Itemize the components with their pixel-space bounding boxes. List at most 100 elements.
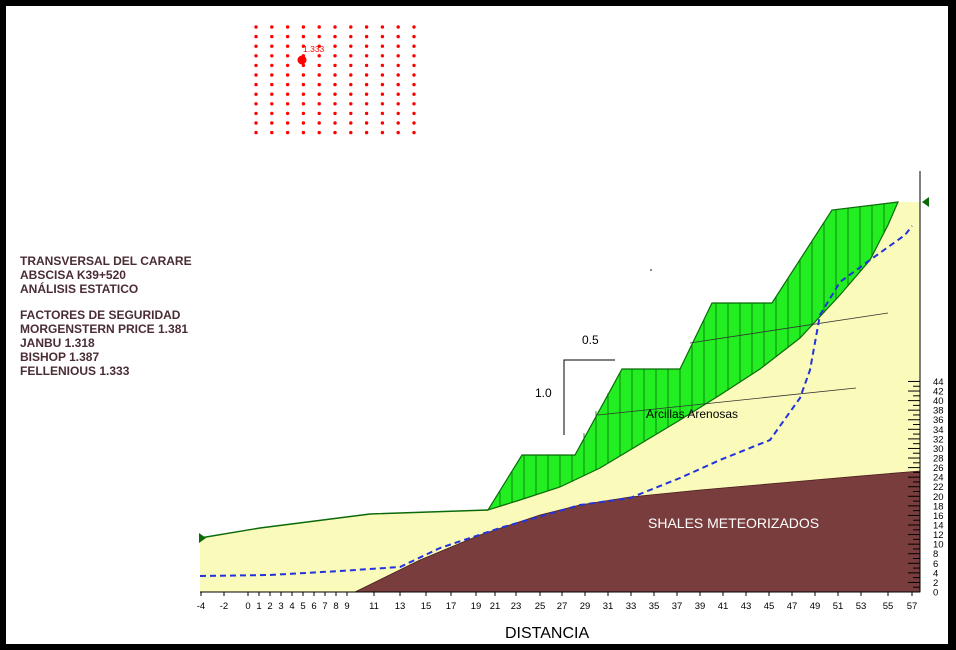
search-center-dot [301, 82, 306, 87]
search-center-dot [270, 92, 274, 96]
x-tick-label: 3 [278, 601, 283, 612]
search-center-dot [270, 82, 274, 87]
search-center-dot [317, 54, 321, 58]
search-center-dot [396, 102, 400, 106]
search-center-dot [285, 44, 290, 48]
search-center-dot [270, 130, 274, 135]
x-tick-label: -2 [220, 601, 228, 612]
search-center-dot [333, 63, 337, 68]
search-center-dot [396, 130, 400, 135]
search-center-dot [364, 63, 369, 68]
slice-lines [499, 204, 885, 506]
search-center-dot [396, 25, 400, 29]
search-center-dot [285, 130, 290, 135]
search-center-dot [333, 102, 337, 106]
x-tick-label: 19 [471, 601, 482, 612]
search-center-dot [396, 121, 400, 125]
search-center-dot [380, 73, 385, 77]
search-center-dot [317, 44, 321, 48]
x-tick-label: 55 [883, 601, 894, 612]
search-center-dot [270, 121, 274, 125]
search-center-dot [270, 54, 274, 58]
search-center-dot [301, 63, 306, 68]
x-tick-label: 15 [421, 601, 432, 612]
critical-center-dot [297, 55, 307, 65]
search-center-dot [380, 130, 385, 135]
search-center-dot [254, 121, 258, 125]
y-tick-label: 6 [933, 559, 938, 570]
y-tick-label: 12 [933, 530, 944, 541]
x-tick-label: 33 [626, 601, 637, 612]
layer-line [689, 312, 889, 344]
search-center-dot [285, 25, 290, 29]
x-tick-label: 9 [344, 601, 349, 612]
search-center-dot [317, 34, 321, 39]
search-center-dot [301, 44, 306, 48]
search-center-dot [412, 111, 416, 116]
search-center-dot [349, 54, 353, 58]
y-axis-ticks: 0246810121416182022242628303234363840424… [908, 377, 944, 599]
search-center-dot [412, 102, 416, 106]
search-center-dot [301, 25, 306, 29]
search-center-dot [285, 121, 290, 125]
search-center-dot [412, 25, 416, 29]
ground-surface [199, 509, 489, 539]
search-center-dot [349, 92, 353, 96]
water-table [199, 225, 913, 577]
x-tick-label: 0 [245, 601, 250, 612]
y-tick-label: 14 [933, 521, 944, 532]
x-tick-label: 5 [300, 601, 305, 612]
slope-ratio-horizontal: 0.5 [582, 333, 599, 347]
search-center-dot [270, 102, 274, 106]
search-center-dot [270, 44, 274, 48]
x-tick-label: 13 [395, 601, 406, 612]
search-center-dot [254, 102, 258, 106]
x-tick-label: 21 [490, 601, 501, 612]
y-tick-label: 26 [933, 463, 944, 474]
safety-factors-title: FACTORES DE SEGURIDAD [20, 308, 181, 322]
x-tick-label: 43 [741, 601, 752, 612]
search-center-dot [285, 34, 290, 39]
x-tick-label: 25 [535, 601, 546, 612]
x-tick-label: 57 [907, 601, 918, 612]
x-tick-label: 51 [833, 601, 844, 612]
x-tick-label: 31 [603, 601, 614, 612]
x-tick-label: -4 [197, 601, 205, 612]
search-center-dot [301, 92, 306, 96]
search-center-dot [254, 54, 258, 58]
x-tick-label: 11 [369, 601, 379, 612]
search-center-dot [349, 121, 353, 125]
search-center-dot [380, 102, 385, 106]
search-center-dot [364, 34, 369, 39]
search-center-dot [349, 102, 353, 106]
search-center-dot [254, 73, 258, 77]
search-center-dot [364, 130, 369, 135]
fellenious-factor: FELLENIOUS 1.333 [20, 364, 130, 378]
search-center-dot [349, 34, 353, 39]
search-center-dot [333, 34, 337, 39]
search-center-dot [285, 73, 290, 77]
section-title: TRANSVERSAL DEL CARARE [20, 254, 192, 268]
search-center-dot [254, 130, 258, 135]
search-center-dot [364, 102, 369, 106]
search-center-dot [285, 111, 290, 116]
janbu-factor: JANBU 1.318 [20, 336, 95, 350]
search-center-dot [396, 82, 400, 87]
x-axis-title: DISTANCIA [505, 625, 589, 642]
search-center-dot [412, 34, 416, 39]
search-center-dot [380, 82, 385, 87]
search-center-dot [301, 102, 306, 106]
search-center-dot [364, 54, 369, 58]
abscissa-label: ABSCISA K39+520 [20, 268, 126, 282]
x-tick-label: 23 [511, 601, 522, 612]
search-center-dot [412, 54, 416, 58]
search-center-dot [364, 25, 369, 29]
y-tick-label: 36 [933, 415, 944, 426]
search-center-grid [254, 25, 416, 135]
search-center-dot [317, 111, 321, 116]
search-center-dot [396, 54, 400, 58]
search-center-dot [412, 92, 416, 96]
search-center-dot [285, 82, 290, 87]
search-center-dot [301, 34, 306, 39]
x-tick-label: 4 [289, 601, 294, 612]
